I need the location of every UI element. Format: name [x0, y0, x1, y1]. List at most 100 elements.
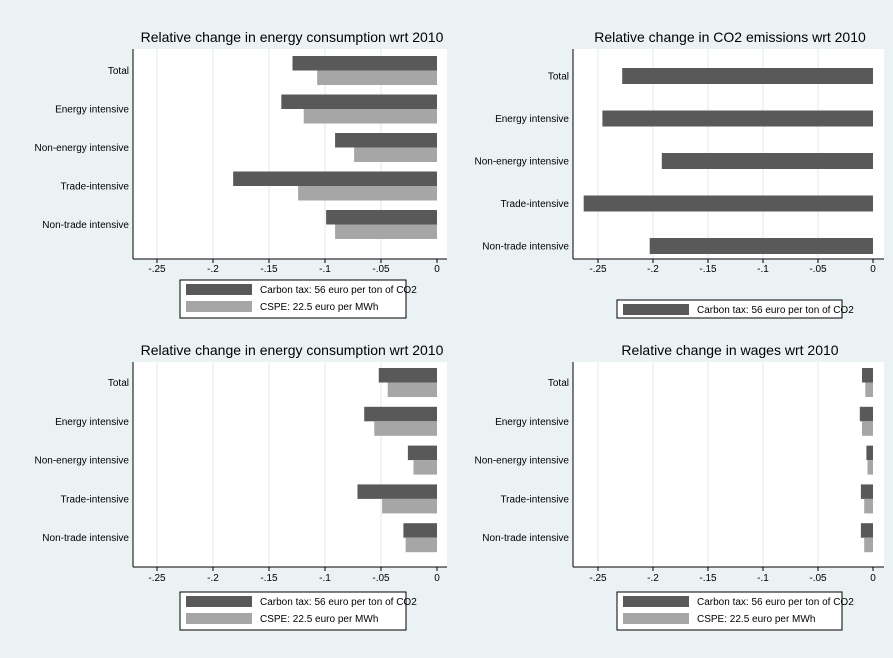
legend-label: Carbon tax: 56 euro per ton of CO2	[697, 305, 854, 316]
bar-series-1	[860, 484, 873, 499]
legend-label: CSPE: 22.5 euro per MWh	[260, 302, 378, 313]
bar-series-1	[364, 406, 437, 422]
legend-label: CSPE: 22.5 euro per MWh	[697, 614, 815, 625]
tick-label: -.1	[757, 264, 769, 275]
bar-series-1	[649, 238, 873, 254]
bar-series-2	[864, 537, 873, 553]
tick-label: -.2	[647, 264, 659, 275]
category-label: Energy intensive	[495, 114, 569, 125]
category-label: Trade-intensive	[60, 182, 129, 193]
bar-series-2	[374, 421, 437, 436]
tick-label: -.15	[699, 264, 717, 275]
bar-series-1	[860, 523, 873, 538]
bar-series-1	[602, 110, 873, 127]
legend-swatch	[186, 596, 252, 607]
bar-series-2	[335, 224, 437, 239]
chart-panel-2: Relative change in CO2 emissions wrt 201…	[475, 29, 884, 319]
legend-swatch	[186, 284, 252, 295]
legend-swatch	[623, 304, 689, 315]
category-label: Total	[108, 378, 129, 389]
tick-label: -.15	[699, 573, 717, 584]
bar-series-1	[326, 210, 437, 225]
legend-label: Carbon tax: 56 euro per ton of CO2	[697, 597, 854, 608]
category-label: Energy intensive	[495, 417, 569, 428]
category-label: Non-trade intensive	[42, 533, 129, 544]
category-label: Total	[548, 378, 569, 389]
legend-swatch	[186, 613, 252, 624]
tick-label: -.2	[207, 573, 219, 584]
tick-label: -.05	[372, 264, 390, 275]
tick-label: 0	[870, 573, 876, 584]
category-label: Non-energy intensive	[35, 143, 130, 154]
bar-series-1	[281, 94, 437, 109]
chart-title: Relative change in energy consumption wr…	[141, 342, 444, 358]
tick-label: -.15	[260, 573, 278, 584]
tick-label: 0	[434, 573, 440, 584]
bar-series-2	[864, 498, 873, 514]
tick-label: 0	[434, 264, 440, 275]
category-label: Trade-intensive	[500, 494, 569, 505]
bar-series-2	[387, 382, 437, 397]
bar-series-1	[583, 195, 873, 212]
bar-series-2	[865, 382, 873, 397]
chart-panel-4: Relative change in wages wrt 2010 -.25 -.2…	[475, 342, 884, 631]
bar-series-2	[413, 460, 437, 475]
legend-swatch	[186, 301, 252, 312]
bar-series-1	[859, 406, 873, 422]
tick-label: -.1	[319, 573, 331, 584]
category-label: Trade-intensive	[500, 199, 569, 210]
legend-swatch	[623, 613, 689, 624]
bar-series-2	[303, 109, 437, 124]
chart-title: Relative change in CO2 emissions wrt 201…	[594, 29, 866, 45]
tick-label: -.1	[757, 573, 769, 584]
category-label: Non-trade intensive	[42, 220, 129, 231]
bar-series-1	[407, 445, 437, 461]
bar-series-2	[298, 186, 437, 201]
bar-series-1	[622, 68, 873, 84]
bar-series-1	[378, 368, 437, 383]
bar-series-2	[317, 70, 437, 85]
category-label: Trade-intensive	[60, 494, 129, 505]
legend-label: Carbon tax: 56 euro per ton of CO2	[260, 285, 417, 296]
tick-label: -.25	[589, 264, 607, 275]
chart-title: Relative change in wages wrt 2010	[621, 342, 838, 358]
category-label: Non-energy intensive	[475, 456, 570, 467]
category-label: Total	[108, 66, 129, 77]
category-label: Total	[548, 72, 569, 83]
bar-series-1	[357, 484, 437, 499]
tick-label: -.05	[372, 573, 390, 584]
bar-series-1	[233, 171, 437, 186]
tick-label: 0	[870, 264, 876, 275]
legend-label: Carbon tax: 56 euro per ton of CO2	[260, 597, 417, 608]
bar-series-1	[862, 368, 873, 383]
bar-series-1	[866, 445, 873, 461]
chart-panel-3: Relative change in energy consumption wr…	[35, 342, 447, 631]
bar-series-1	[661, 153, 873, 169]
category-label: Energy intensive	[55, 417, 129, 428]
tick-label: -.05	[809, 264, 827, 275]
tick-label: -.1	[319, 264, 331, 275]
tick-label: -.05	[809, 573, 827, 584]
legend-swatch	[623, 596, 689, 607]
bar-series-1	[403, 523, 437, 538]
tick-label: -.25	[148, 264, 166, 275]
category-label: Non-trade intensive	[482, 242, 569, 253]
tick-label: -.2	[207, 264, 219, 275]
bar-series-2	[862, 421, 873, 436]
category-label: Non-trade intensive	[482, 533, 569, 544]
bar-series-2	[405, 537, 437, 553]
bar-series-1	[335, 133, 437, 148]
bar-series-2	[867, 460, 873, 475]
category-label: Non-energy intensive	[475, 157, 570, 168]
legend-label: CSPE: 22.5 euro per MWh	[260, 614, 378, 625]
chart-panel-1: Relative change in energy consumption wr…	[35, 29, 447, 319]
plot-area	[573, 362, 884, 567]
category-label: Energy intensive	[55, 105, 129, 116]
bar-series-2	[382, 498, 437, 514]
tick-label: -.25	[148, 573, 166, 584]
tick-label: -.2	[647, 573, 659, 584]
chart-title: Relative change in energy consumption wr…	[141, 29, 444, 45]
bar-series-2	[354, 147, 437, 162]
